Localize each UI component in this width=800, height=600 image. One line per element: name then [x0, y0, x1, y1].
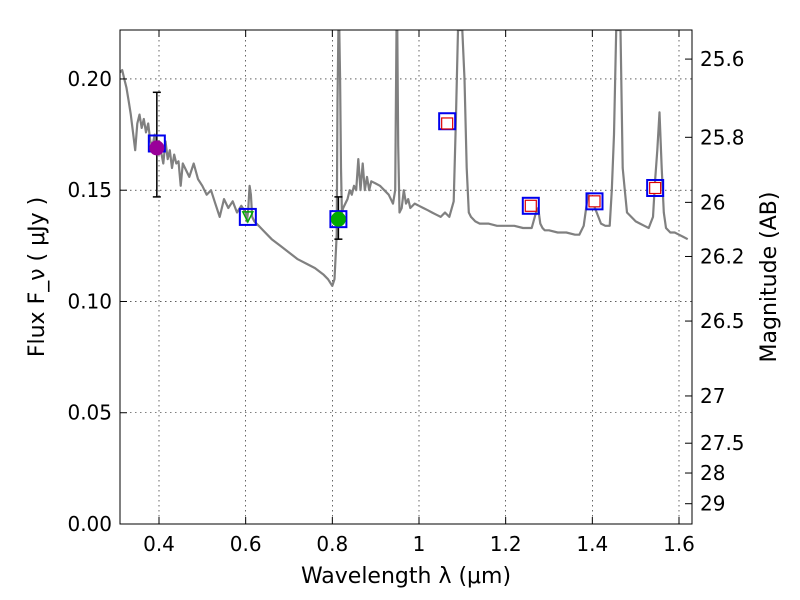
plot-frame	[119, 29, 693, 525]
y-tick-label: 0.15	[67, 178, 112, 202]
x-tick-label: 0.8	[316, 532, 348, 556]
template-spectrum	[120, 30, 689, 287]
y2-tick-label: 25.8	[700, 125, 745, 149]
y2-tick-label: 27.5	[700, 431, 745, 455]
model-flux-square	[329, 210, 348, 229]
upper-limit-square	[524, 199, 537, 212]
model-flux-square	[521, 196, 540, 215]
y2-tick-label: 25.6	[700, 47, 745, 71]
x-tick-label: 1.6	[663, 532, 695, 556]
triangle-marker	[241, 211, 255, 224]
y-tick-label: 0.05	[67, 401, 112, 425]
observed-point	[330, 211, 346, 227]
y2-tick-label: 26	[700, 190, 725, 214]
y2-axis-label: Magnitude (AB)	[757, 192, 782, 363]
model-flux-square	[646, 178, 665, 197]
x-tick-label: 0.6	[230, 532, 262, 556]
model-flux-square	[585, 192, 604, 211]
y2-axis-ticks: 25.6 25.8 26 26.2 26.5 27 27.5 28 29	[685, 47, 745, 516]
y2-tick-label: 26.5	[700, 309, 745, 333]
y-axis-label: Flux F_ν ( μJy )	[25, 197, 50, 357]
y-tick-label: 0.10	[67, 289, 112, 313]
y-tick-label: 0.20	[67, 67, 112, 91]
upper-limit-square	[441, 117, 454, 130]
x-tick-label: 1	[413, 532, 426, 556]
upper-limit-square	[649, 181, 662, 195]
model-flux-square	[238, 207, 257, 226]
x-tick-label: 1.4	[576, 532, 608, 556]
x-axis-ticks: 0.4 0.6 0.8 1 1.2 1.4 1.6	[143, 30, 695, 556]
observed-point	[149, 140, 165, 156]
y-axis-ticks: 0.00 0.05 0.10 0.15 0.20	[67, 67, 127, 536]
y2-tick-label: 28	[700, 461, 725, 485]
x-axis-label: Wavelength λ (μm)	[301, 564, 511, 589]
x-tick-label: 0.4	[143, 532, 175, 556]
upper-limit-square	[588, 195, 601, 208]
y2-tick-label: 27	[700, 384, 725, 408]
y-tick-label: 0.00	[67, 512, 112, 536]
x-tick-label: 1.2	[490, 532, 522, 556]
photometry-markers	[147, 91, 665, 240]
y2-tick-label: 29	[700, 492, 725, 516]
spectrum-line	[120, 30, 689, 287]
y2-tick-label: 26.2	[700, 244, 745, 268]
